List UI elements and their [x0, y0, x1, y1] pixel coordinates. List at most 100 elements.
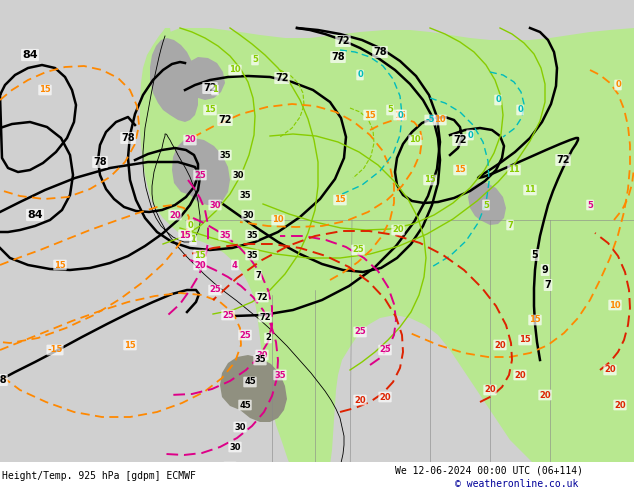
Text: 35: 35: [254, 356, 266, 365]
Text: 20: 20: [392, 225, 404, 235]
Text: 0: 0: [495, 96, 501, 104]
Text: 20: 20: [354, 395, 366, 405]
Polygon shape: [140, 28, 177, 210]
Text: 15: 15: [334, 196, 346, 204]
Text: 30: 30: [232, 171, 243, 179]
Text: 78: 78: [331, 52, 345, 62]
Text: -5: -5: [425, 116, 435, 124]
Text: 10: 10: [409, 136, 421, 145]
Text: 30: 30: [256, 350, 268, 360]
Text: 20: 20: [514, 370, 526, 379]
Text: 30: 30: [242, 211, 254, 220]
Text: We 12-06-2024 00:00 UTC (06+114): We 12-06-2024 00:00 UTC (06+114): [395, 465, 583, 475]
Text: 25: 25: [194, 171, 206, 179]
Text: 0: 0: [467, 130, 473, 140]
Text: 15: 15: [54, 261, 66, 270]
Text: 15: 15: [194, 250, 206, 260]
Text: 5: 5: [252, 55, 258, 65]
Text: 72: 72: [259, 313, 271, 321]
Text: 15: 15: [424, 175, 436, 185]
Text: 78: 78: [373, 47, 387, 57]
Text: 72: 72: [204, 83, 217, 93]
Text: 15: 15: [364, 111, 376, 120]
Text: 15: 15: [39, 85, 51, 95]
Text: 5: 5: [587, 200, 593, 210]
Text: 10: 10: [434, 116, 446, 124]
Text: 1: 1: [190, 236, 196, 245]
Text: 30: 30: [230, 442, 241, 451]
Text: 84: 84: [27, 210, 43, 220]
Text: 25: 25: [352, 245, 364, 254]
Text: 72: 72: [556, 155, 570, 165]
Text: 72: 72: [275, 73, 288, 83]
Text: 15: 15: [204, 105, 216, 115]
Text: 20: 20: [169, 211, 181, 220]
Text: 5: 5: [483, 200, 489, 210]
Text: 0: 0: [517, 105, 523, 115]
Text: 20: 20: [184, 136, 196, 145]
Text: 20: 20: [604, 366, 616, 374]
Text: 15: 15: [519, 336, 531, 344]
Polygon shape: [172, 138, 230, 205]
Text: 72: 72: [336, 36, 350, 46]
Text: 35: 35: [274, 370, 286, 379]
Text: 15: 15: [454, 166, 466, 174]
Text: 10: 10: [609, 300, 621, 310]
Text: 35: 35: [219, 230, 231, 240]
Text: 0: 0: [397, 111, 403, 120]
Text: 78: 78: [93, 157, 107, 167]
Text: -15: -15: [48, 345, 63, 354]
Text: 20: 20: [194, 261, 206, 270]
Text: 20: 20: [539, 391, 551, 399]
Text: 25: 25: [379, 345, 391, 354]
Text: 7: 7: [507, 220, 513, 229]
Text: 35: 35: [239, 191, 251, 199]
Text: 25: 25: [222, 311, 234, 319]
Text: 10: 10: [272, 216, 284, 224]
Polygon shape: [468, 183, 506, 225]
Text: 5: 5: [532, 250, 538, 260]
Text: 2: 2: [265, 334, 271, 343]
Text: 20: 20: [614, 400, 626, 410]
Text: 35: 35: [246, 230, 258, 240]
Text: 35: 35: [246, 250, 258, 260]
Text: 30: 30: [234, 422, 246, 432]
Text: 5: 5: [387, 105, 393, 115]
Text: 15: 15: [179, 230, 191, 240]
Text: 15: 15: [124, 341, 136, 349]
Text: 45: 45: [239, 400, 251, 410]
Text: 20: 20: [494, 341, 506, 349]
Text: 7: 7: [545, 280, 552, 290]
Text: 4: 4: [232, 261, 238, 270]
Text: 78: 78: [0, 375, 7, 385]
Polygon shape: [220, 355, 287, 422]
Text: 7: 7: [255, 270, 261, 279]
Text: 15: 15: [394, 111, 406, 120]
Text: 35: 35: [219, 150, 231, 160]
Text: 45: 45: [244, 377, 256, 387]
Text: 72: 72: [453, 135, 467, 145]
Text: Height/Temp. 925 hPa [gdpm] ECMWF: Height/Temp. 925 hPa [gdpm] ECMWF: [2, 471, 196, 481]
Polygon shape: [181, 57, 225, 100]
Text: 20: 20: [484, 386, 496, 394]
Text: 72: 72: [256, 293, 268, 301]
Text: 11: 11: [524, 186, 536, 195]
Polygon shape: [150, 38, 198, 122]
Text: 84: 84: [22, 50, 38, 60]
Text: 0: 0: [615, 80, 621, 90]
Text: 0: 0: [357, 71, 363, 79]
Text: 25: 25: [209, 286, 221, 294]
Text: 0: 0: [187, 220, 193, 229]
Text: 30: 30: [209, 200, 221, 210]
Polygon shape: [140, 28, 634, 490]
Text: 15: 15: [529, 316, 541, 324]
Text: 11: 11: [508, 166, 520, 174]
Text: 9: 9: [541, 265, 548, 275]
Text: 1: 1: [212, 85, 218, 95]
Text: 78: 78: [121, 133, 135, 143]
Text: 25: 25: [354, 327, 366, 337]
Text: © weatheronline.co.uk: © weatheronline.co.uk: [455, 479, 578, 489]
Text: 72: 72: [218, 115, 232, 125]
Text: 25: 25: [239, 330, 251, 340]
Text: 10: 10: [229, 66, 241, 74]
